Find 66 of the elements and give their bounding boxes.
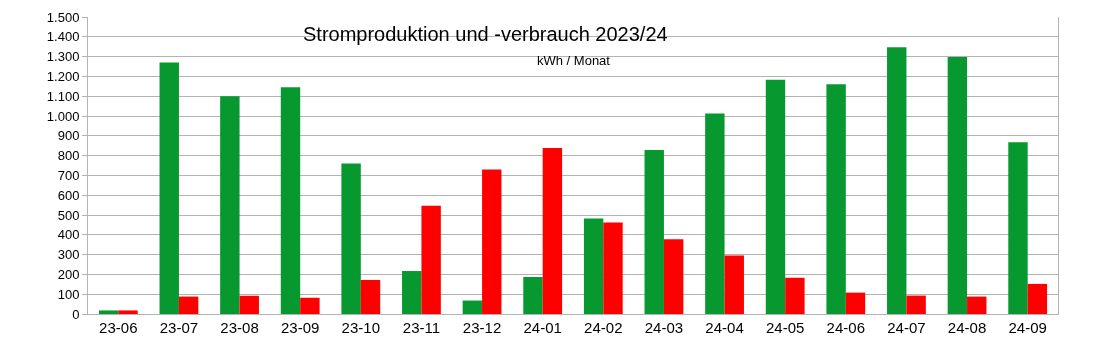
x-tick-label: 24-01 (523, 319, 562, 336)
x-tick-label: 24-08 (947, 319, 987, 336)
bar (705, 113, 725, 314)
bar (220, 96, 240, 314)
bar (402, 271, 422, 314)
y-tick-label: 400 (57, 227, 80, 243)
y-tick-label: 500 (57, 207, 80, 223)
y-tick-label: 1.500 (46, 9, 80, 25)
text: kWh / Monat (537, 53, 611, 68)
x-tick-label: 24-07 (887, 319, 926, 336)
bar (724, 255, 744, 314)
bar (663, 239, 684, 314)
y-tick-label: 700 (57, 167, 80, 183)
bar (967, 296, 987, 314)
y-tick-label: 1.100 (46, 88, 80, 104)
x-tick-label: 24-04 (705, 319, 744, 336)
y-tick-label: 1.000 (46, 108, 80, 124)
bar (644, 150, 664, 314)
bar (887, 47, 907, 314)
bar (523, 276, 543, 314)
x-tick-label: 24-03 (644, 319, 684, 336)
x-tick-label: 24-05 (766, 319, 805, 336)
bar (603, 222, 623, 314)
bar (159, 62, 179, 314)
x-tick-label: 24-06 (826, 319, 865, 336)
bar (239, 295, 259, 314)
bar (421, 205, 441, 314)
y-tick-label: 300 (57, 247, 80, 263)
bar (765, 79, 786, 314)
x-tick-label: 23-08 (220, 319, 259, 336)
x-tick-label: 23-09 (281, 319, 320, 336)
y-tick-label: 200 (57, 266, 80, 282)
bar (482, 169, 502, 314)
y-tick-label: 600 (57, 187, 80, 203)
bar (341, 163, 361, 314)
bar (1008, 142, 1028, 314)
bar (360, 279, 381, 314)
bar (98, 310, 119, 314)
bar (118, 310, 138, 314)
bar (845, 292, 866, 314)
bar (462, 300, 483, 314)
y-tick-label: 800 (57, 148, 80, 164)
y-tick-label: 900 (57, 128, 80, 144)
bar (280, 87, 301, 314)
y-tick-label: 1.200 (46, 68, 80, 84)
x-tick-label: 23-10 (341, 319, 380, 336)
bar (1027, 283, 1048, 314)
y-tick-label: 0 (72, 306, 80, 322)
chart-title: Stromproduktion und -verbrauch 2023/24 (303, 23, 668, 45)
bar (542, 148, 563, 314)
x-tick-label: 23-07 (159, 319, 199, 336)
bar (906, 295, 926, 314)
y-tick-label: 1.300 (46, 49, 80, 65)
x-tick-label: 23-06 (99, 319, 138, 336)
bar (583, 218, 604, 314)
bar (947, 57, 968, 314)
bar (178, 296, 199, 314)
y-tick-label: 100 (57, 286, 80, 302)
x-tick-label: 24-09 (1008, 319, 1047, 336)
bar (826, 84, 846, 314)
bar (300, 297, 320, 314)
x-tick-label: 23-11 (402, 319, 441, 336)
x-tick-label: 23-12 (462, 319, 502, 336)
bar (785, 277, 805, 314)
y-tick-label: 1.400 (46, 29, 80, 45)
x-tick-label: 24-02 (584, 319, 623, 336)
